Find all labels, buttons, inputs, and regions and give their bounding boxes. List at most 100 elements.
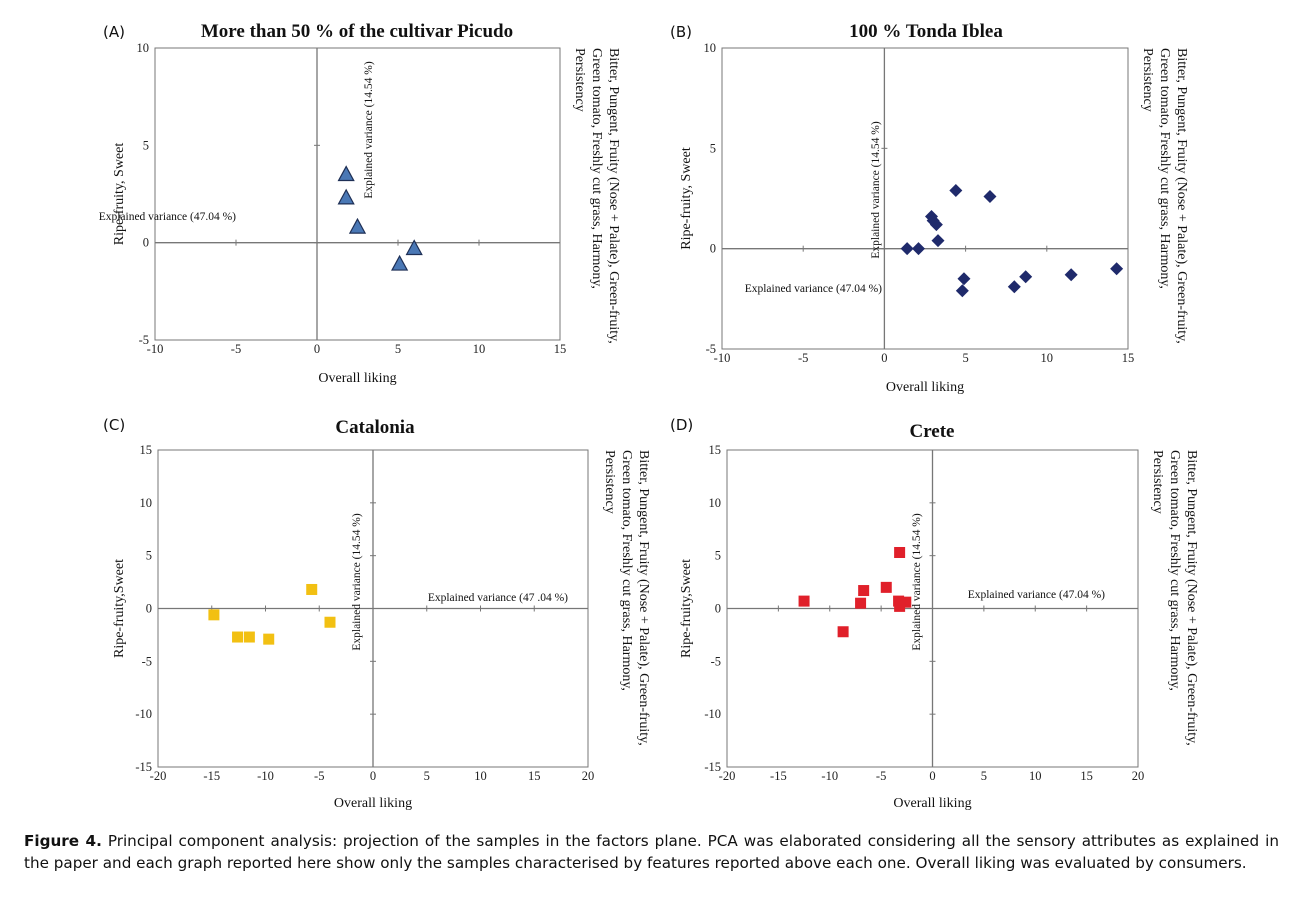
right-axis-label: Green tomato, Freshly cut grass, Harmony… xyxy=(1167,450,1182,691)
x-tick-label: 15 xyxy=(554,342,567,356)
right-axis-label: Persistency xyxy=(1140,48,1155,112)
x-tick-label: 20 xyxy=(582,769,595,783)
x-tick-label: -15 xyxy=(203,769,220,783)
explained-variance-x-label: Explained variance (47.04 %) xyxy=(745,283,882,295)
panel-label: (A) xyxy=(103,23,125,41)
panel-label: (C) xyxy=(103,416,125,434)
y-tick-label: 0 xyxy=(146,602,152,616)
diamond-marker xyxy=(1007,280,1021,294)
square-marker xyxy=(243,631,255,643)
y-tick-label: -5 xyxy=(706,342,716,356)
triangle-marker xyxy=(348,217,367,234)
y-tick-label: 0 xyxy=(143,236,149,250)
right-axis-label: Persistency xyxy=(1150,450,1165,514)
figure-caption: Figure 4. Principal component analysis: … xyxy=(24,830,1279,874)
x-axis-label: Overall liking xyxy=(334,796,412,811)
x-tick-label: 5 xyxy=(981,769,987,783)
x-tick-label: -5 xyxy=(876,769,886,783)
square-marker xyxy=(306,583,318,595)
x-tick-label: -15 xyxy=(770,769,787,783)
plot-frame xyxy=(154,47,561,341)
x-tick-label: 0 xyxy=(370,769,376,783)
x-tick-label: -20 xyxy=(719,769,736,783)
x-axis-label: Overall liking xyxy=(893,796,971,811)
x-tick-label: -5 xyxy=(314,769,324,783)
x-axis-label: Overall liking xyxy=(318,371,396,386)
square-marker xyxy=(837,626,849,638)
right-axis-label: Green tomato, Freshly cut grass, Harmony… xyxy=(589,48,604,289)
y-tick-label: 10 xyxy=(140,496,153,510)
chart-title: More than 50 % of the cultivar Picudo xyxy=(201,21,513,42)
y-tick-label: 0 xyxy=(710,242,716,256)
square-marker xyxy=(798,595,810,607)
chart-title: Catalonia xyxy=(335,417,415,438)
triangle-marker xyxy=(405,239,423,256)
x-tick-label: 20 xyxy=(1132,769,1145,783)
x-tick-label: 15 xyxy=(528,769,541,783)
plot-frame xyxy=(721,47,1129,350)
diamond-marker xyxy=(949,183,963,197)
y-tick-label: 15 xyxy=(140,443,153,457)
explained-variance-y-label: Explained variance (14.54 %) xyxy=(363,61,375,198)
y-tick-label: 15 xyxy=(709,443,722,457)
y-tick-label: -5 xyxy=(142,654,152,668)
y-tick-label: 5 xyxy=(715,549,721,563)
right-axis-label: Bitter, Pungent, Fruity (Nose + Palate),… xyxy=(606,48,621,344)
y-tick-label: 5 xyxy=(146,549,152,563)
right-axis-label: Green tomato, Freshly cut grass, Harmony… xyxy=(1157,48,1172,289)
y-tick-label: -15 xyxy=(135,760,152,774)
y-tick-label: -5 xyxy=(711,654,721,668)
right-axis-label: Persistency xyxy=(602,450,617,514)
x-axis-label: Overall liking xyxy=(886,380,964,395)
triangle-marker xyxy=(391,254,409,271)
x-tick-label: 0 xyxy=(929,769,935,783)
diamond-marker xyxy=(1064,268,1078,282)
explained-variance-y-label: Explained variance (14.54 %) xyxy=(351,513,363,650)
x-tick-label: 10 xyxy=(473,342,486,356)
square-marker xyxy=(894,600,906,612)
y-tick-label: 10 xyxy=(704,41,717,55)
x-tick-label: -10 xyxy=(257,769,274,783)
panel-label: (B) xyxy=(670,23,692,41)
diamond-marker xyxy=(957,272,971,286)
x-tick-label: 0 xyxy=(881,351,887,365)
panel-label: (D) xyxy=(670,416,693,434)
right-axis-label: Bitter, Pungent, Fruity (Nose + Palate),… xyxy=(636,450,651,746)
y-tick-label: -10 xyxy=(704,707,721,721)
x-tick-label: 5 xyxy=(962,351,968,365)
x-tick-label: -20 xyxy=(150,769,167,783)
right-axis-label: Persistency xyxy=(572,48,587,112)
square-marker xyxy=(208,609,220,621)
diamond-marker xyxy=(931,234,945,248)
chart-title: Crete xyxy=(909,421,954,442)
diamond-marker xyxy=(1110,262,1124,276)
triangle-marker xyxy=(337,188,355,205)
y-tick-label: -5 xyxy=(139,333,149,347)
x-tick-label: 10 xyxy=(1041,351,1054,365)
diamond-marker xyxy=(900,242,914,256)
explained-variance-x-label: Explained variance (47.04 %) xyxy=(968,589,1105,601)
x-tick-label: 5 xyxy=(424,769,430,783)
diamond-marker xyxy=(929,218,943,232)
y-axis-label: Ripe-fruity,Sweet xyxy=(679,559,694,658)
right-axis-label: Bitter, Pungent, Fruity (Nose + Palate),… xyxy=(1174,48,1189,344)
y-tick-label: 10 xyxy=(137,41,150,55)
caption-label: Figure 4. xyxy=(24,832,102,850)
square-marker xyxy=(324,616,336,628)
explained-variance-x-label: Explained variance (47 .04 %) xyxy=(428,592,568,604)
diamond-marker xyxy=(912,242,926,256)
square-marker xyxy=(855,597,867,609)
x-tick-label: 5 xyxy=(395,342,401,356)
y-tick-label: -15 xyxy=(704,760,721,774)
chart-title: 100 % Tonda Iblea xyxy=(849,21,1003,42)
right-axis-label: Bitter, Pungent, Fruity (Nose + Palate),… xyxy=(1184,450,1199,746)
caption-text: Principal component analysis: projection… xyxy=(24,832,1279,872)
square-marker xyxy=(894,546,906,558)
y-axis-label: Ripe-fruity, Sweet xyxy=(679,147,694,250)
x-tick-label: 10 xyxy=(1029,769,1042,783)
square-marker xyxy=(880,581,892,593)
y-axis-label: Ripe-fruity, Sweet xyxy=(112,143,127,246)
